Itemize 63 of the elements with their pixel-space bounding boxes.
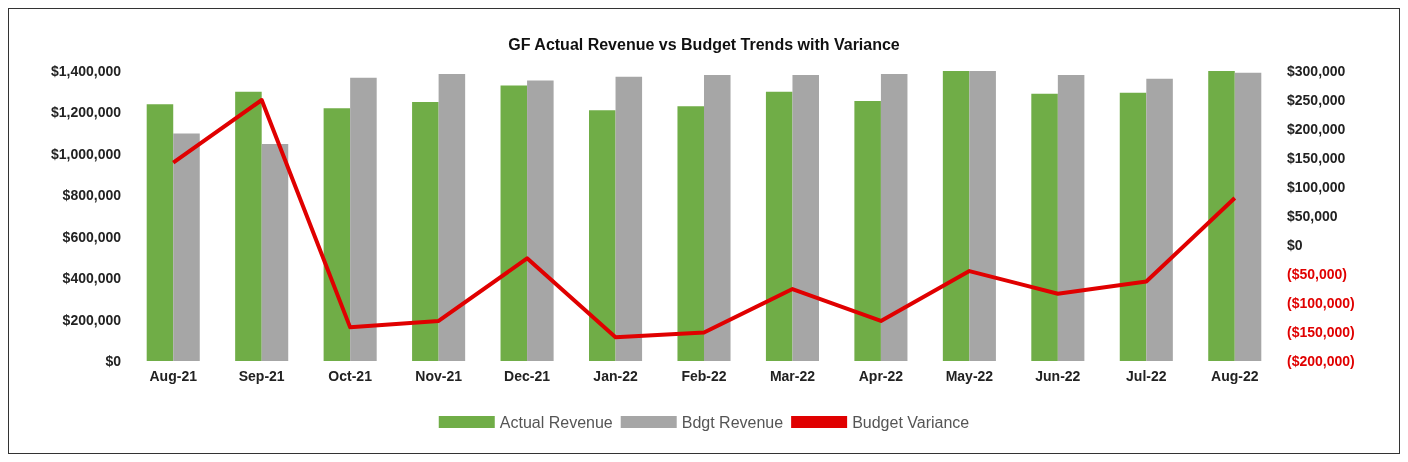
y2-tick-label: ($150,000)	[1287, 324, 1355, 340]
y2-tick-label: $200,000	[1287, 121, 1346, 137]
y2-tick-label: $0	[1287, 237, 1303, 253]
y2-tick-label: $250,000	[1287, 92, 1346, 108]
bar	[615, 76, 643, 361]
y2-tick-label: $50,000	[1287, 208, 1338, 224]
bar	[880, 73, 908, 361]
y2-tick-label: $100,000	[1287, 179, 1346, 195]
x-tick-label: Feb-22	[681, 368, 727, 384]
bar	[261, 143, 289, 361]
y-tick-label: $0	[105, 353, 122, 369]
bar	[704, 74, 731, 361]
bar	[412, 102, 439, 361]
bar	[235, 91, 262, 361]
bar	[1208, 71, 1235, 361]
legend-label: Budget Variance	[852, 413, 970, 431]
y2-tick-label: ($200,000)	[1287, 353, 1355, 369]
bar	[969, 71, 996, 361]
bar	[527, 80, 554, 361]
x-tick-label: Jul-22	[1126, 368, 1167, 384]
bar	[1031, 93, 1058, 361]
x-tick-label: Nov-21	[415, 368, 463, 384]
x-tick-label: May-22	[945, 368, 994, 384]
y2-tick-label: $150,000	[1287, 150, 1346, 166]
y-tick-label: $1,200,000	[50, 104, 122, 121]
bar	[438, 73, 466, 361]
bar	[792, 74, 819, 361]
y-tick-label: $1,400,000	[50, 63, 122, 79]
bar	[350, 77, 377, 361]
x-tick-label: Jun-22	[1035, 368, 1081, 384]
y-tick-label: $200,000	[62, 311, 122, 328]
bar	[1234, 72, 1262, 361]
x-tick-label: Oct-21	[328, 368, 373, 384]
y2-tick-label: $300,000	[1287, 63, 1346, 79]
legend-label: Actual Revenue	[499, 413, 613, 431]
x-tick-label: Dec-21	[504, 368, 551, 384]
bar	[854, 101, 881, 361]
bar	[1119, 92, 1147, 361]
x-tick-label: Jan-22	[593, 368, 638, 384]
x-tick-label: Aug-22	[1211, 368, 1259, 384]
x-tick-label: Apr-22	[858, 368, 904, 384]
x-tick-label: Mar-22	[769, 368, 816, 384]
bar	[1146, 78, 1173, 361]
bar	[173, 133, 200, 361]
bar	[146, 104, 174, 361]
bar	[942, 71, 970, 361]
bar	[323, 108, 351, 361]
x-tick-label: Sep-21	[238, 368, 285, 384]
bar	[677, 106, 704, 361]
y2-tick-label: ($50,000)	[1287, 266, 1347, 282]
bar	[1057, 74, 1085, 361]
x-tick-label: Aug-21	[149, 368, 198, 384]
legend-label: Bdgt Revenue	[681, 413, 784, 431]
bar	[765, 91, 793, 361]
y2-tick-label: ($100,000)	[1287, 295, 1355, 311]
y-tick-label: $1,000,000	[50, 145, 122, 162]
y-tick-label: $800,000	[62, 187, 122, 204]
bar	[500, 85, 528, 361]
y-tick-label: $400,000	[62, 270, 122, 287]
line-series	[171, 98, 1237, 340]
bar	[589, 110, 616, 361]
y-tick-label: $600,000	[62, 228, 122, 245]
chart-title: GF Actual Revenue vs Budget Trends with Variance	[508, 35, 900, 53]
